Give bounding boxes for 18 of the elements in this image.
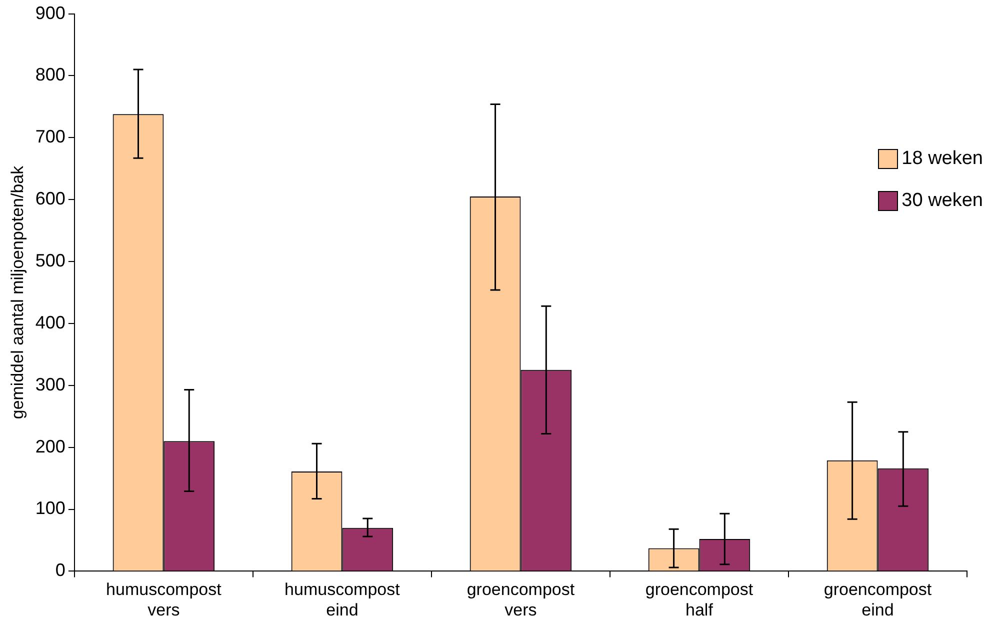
y-tick-label: 900 (35, 2, 66, 23)
y-tick-label: 100 (35, 498, 66, 518)
y-tick-label: 300 (35, 374, 66, 394)
y-tick-label: 800 (35, 64, 66, 85)
x-tick-label: humuscompost eind (284, 580, 400, 620)
legend-label: 18 weken (902, 148, 983, 170)
y-tick-label: 200 (35, 436, 66, 456)
legend-label: 30 weken (902, 190, 983, 212)
y-axis-title: gemiddel aantal miljoenpoten/bak (8, 165, 27, 420)
y-tick-label: 600 (35, 188, 66, 209)
y-tick-label: 500 (35, 250, 66, 270)
x-tick-label: humuscompost vers (106, 580, 222, 620)
x-tick-label: groencompost vers (466, 580, 575, 620)
y-tick-label: 700 (35, 126, 66, 147)
x-tick-label: groencompost half (645, 580, 754, 620)
y-tick-label: 400 (35, 312, 66, 332)
x-tick-label: groencompost eind (824, 580, 932, 620)
y-tick-label: 0 (55, 560, 66, 580)
